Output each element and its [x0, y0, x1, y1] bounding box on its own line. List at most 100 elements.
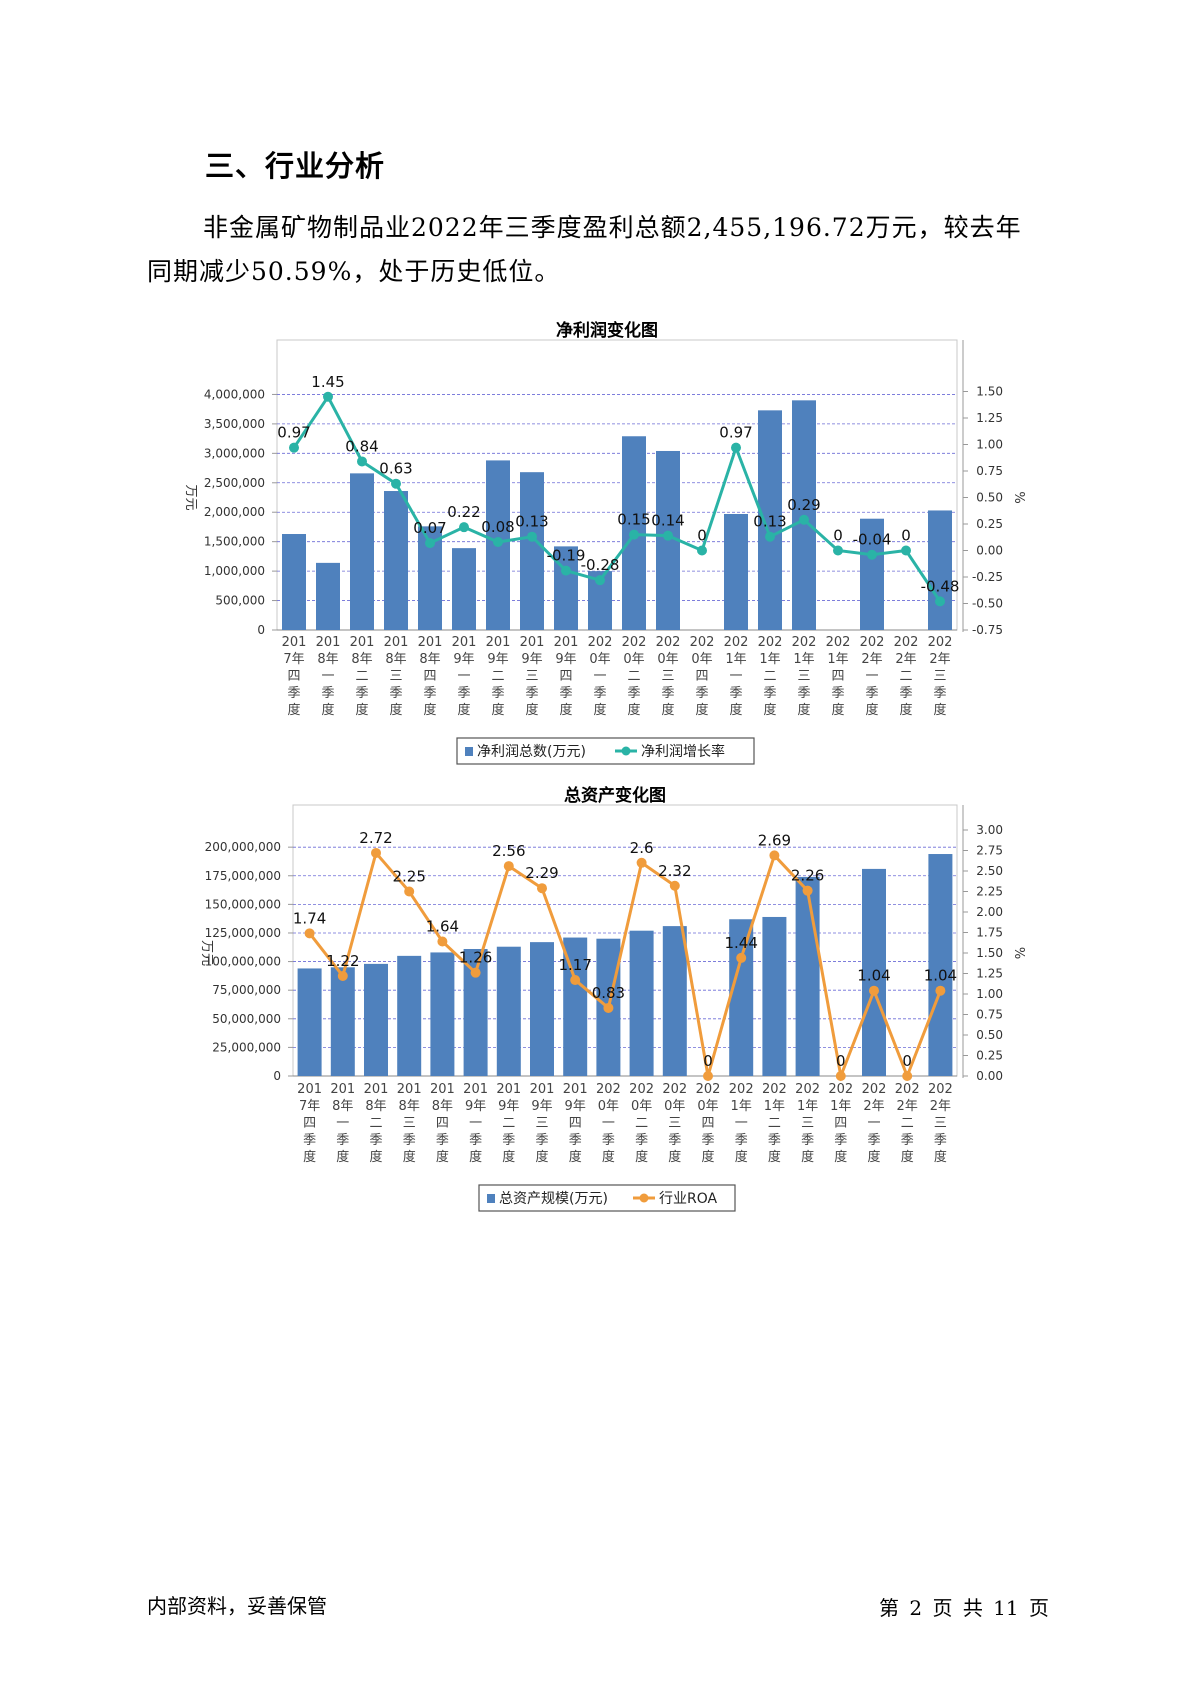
data-label: 0.08	[481, 518, 514, 536]
line-point	[799, 514, 809, 525]
legend-line-label: 净利润增长率	[641, 743, 725, 760]
y2-tick-label: 1.25	[976, 967, 1003, 981]
x-tick-label: 202 1年三季度	[795, 1082, 820, 1165]
data-label: 0	[836, 1052, 846, 1070]
y-tick-label: 2,000,000	[204, 505, 265, 519]
data-label: 1.64	[426, 918, 459, 936]
y2-tick-label: -0.25	[972, 570, 1003, 584]
line-point	[867, 549, 877, 560]
line-point	[537, 883, 547, 894]
y2-tick-label: 1.50	[976, 946, 1003, 960]
data-label: 0	[833, 527, 843, 545]
line-point	[595, 575, 605, 586]
bar	[350, 473, 374, 630]
bar	[729, 919, 754, 1076]
x-tick-label: 202 0年一季度	[588, 635, 613, 718]
data-label: -0.48	[921, 577, 960, 595]
line-point	[636, 857, 647, 868]
x-tick-label: 201 9年二季度	[496, 1082, 521, 1165]
data-label: 0.97	[277, 424, 310, 442]
data-label: 0.29	[787, 496, 820, 514]
x-tick-label: 201 8年二季度	[364, 1082, 389, 1165]
x-tick-label: 202 2年三季度	[928, 1082, 953, 1165]
bar	[928, 854, 953, 1076]
y-tick-label: 500,000	[215, 594, 265, 608]
bar	[530, 942, 554, 1076]
data-label: 0.15	[617, 511, 650, 529]
legend-line-marker	[621, 746, 631, 756]
net-profit-chart: 净利润变化图 0 500,000 1,000,000 1,500,000 2,000,00…	[0, 310, 1191, 784]
line-point	[289, 442, 299, 453]
y2-tick-label: 1.75	[976, 926, 1003, 940]
line-point	[629, 529, 639, 540]
bar	[297, 968, 322, 1076]
line-point	[459, 522, 469, 533]
bar	[724, 513, 748, 630]
legend-bar-swatch	[487, 1194, 495, 1203]
data-label: 2.32	[658, 862, 691, 880]
series-line	[292, 393, 942, 603]
data-label: 0.97	[719, 424, 752, 442]
data-label: -0.19	[547, 547, 586, 565]
legend: 总资产规模(万元) 行业ROA	[478, 1184, 736, 1212]
y2-tick-label: 1.00	[976, 987, 1003, 1001]
data-label: 0	[703, 1052, 713, 1070]
x-tick-label: 201 8年三季度	[397, 1082, 422, 1165]
bar	[860, 518, 884, 630]
x-tick-label: 202 1年一季度	[724, 635, 749, 718]
bar	[496, 946, 521, 1076]
bar	[330, 967, 355, 1076]
x-tick-label: 202 0年二季度	[629, 1082, 654, 1165]
y2-tick-label: 0.25	[976, 517, 1003, 531]
line-point	[697, 545, 707, 556]
y2-tick-label: 0.50	[976, 1028, 1003, 1042]
data-label: 1.45	[311, 373, 344, 391]
line-point	[357, 456, 367, 467]
line-point	[503, 861, 514, 872]
bar	[554, 546, 578, 630]
x-tick-label: 202 0年二季度	[622, 635, 647, 718]
bar	[520, 472, 544, 630]
x-tick-label: 201 9年三季度	[520, 635, 545, 718]
data-label: 2.56	[492, 842, 525, 860]
y2-tick-label: 3.00	[976, 823, 1003, 837]
x-tick-label: 202 1年三季度	[792, 635, 817, 718]
x-tick-label: 202 0年四季度	[696, 1082, 721, 1165]
x-tick-label: 202 0年四季度	[690, 635, 715, 718]
line-point	[663, 530, 673, 541]
line-point	[603, 1002, 614, 1013]
bar	[397, 955, 422, 1076]
line-point	[765, 531, 775, 542]
data-label: 2.29	[525, 864, 558, 882]
bar	[629, 930, 654, 1076]
y-tick-label: 175,000,000	[205, 869, 281, 883]
line-point	[323, 391, 333, 402]
x-tick-label: 201 8年三季度	[384, 635, 409, 718]
bar	[795, 876, 820, 1076]
data-label: 2.72	[359, 829, 392, 847]
data-label: 0.07	[413, 519, 446, 537]
y2-tick-label: 2.50	[976, 864, 1003, 878]
total-assets-chart: 总资产变化图 0 25,000,000 50,000,000 75,000,000 100…	[0, 775, 1191, 1279]
data-label: 0.14	[651, 512, 684, 530]
x-tick-label: 202 0年三季度	[662, 1082, 687, 1165]
y-tick-label: 4,000,000	[204, 387, 265, 401]
bar	[762, 916, 787, 1076]
bar	[364, 963, 388, 1076]
y-tick-label: 100,000,000	[205, 955, 281, 969]
y-tick-label: 1,500,000	[204, 535, 265, 549]
y-tick-label: 1,000,000	[204, 564, 265, 578]
y2-tick-label: 2.00	[976, 905, 1003, 919]
line-point	[835, 1071, 846, 1081]
footer-page-number: 第 2 页 共 11 页	[879, 1596, 1049, 1620]
data-label: 0.83	[592, 984, 625, 1002]
y2-tick-label: 0.25	[976, 1049, 1003, 1063]
y2-tick-label: 1.25	[976, 411, 1003, 425]
y2-tick-label: 0.00	[976, 544, 1003, 558]
x-tick-label: 202 2年二季度	[894, 635, 919, 718]
x-tick-label: 201 9年四季度	[563, 1082, 588, 1165]
line-point	[935, 985, 946, 996]
y2-tick-label: 1.50	[976, 385, 1003, 399]
y-tick-label: 25,000,000	[212, 1040, 281, 1054]
x-tick-label: 202 1年一季度	[729, 1082, 754, 1165]
